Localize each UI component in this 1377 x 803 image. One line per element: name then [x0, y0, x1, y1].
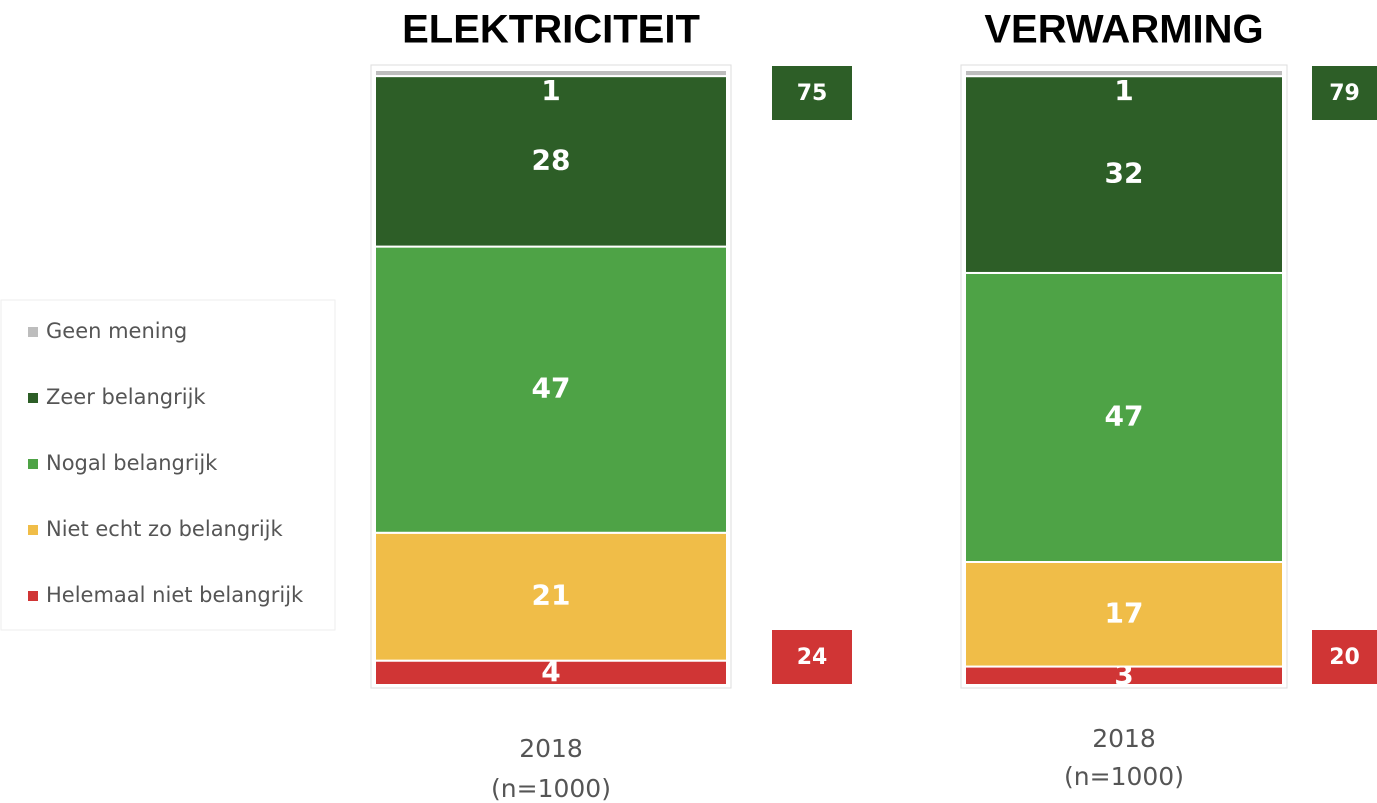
legend-label: Helemaal niet belangrijk — [46, 583, 304, 607]
x-tick-label: 2018 — [519, 734, 583, 763]
bar-segment — [374, 75, 728, 248]
segment-label: 1 — [541, 74, 560, 107]
legend-label: Zeer belangrijk — [46, 385, 206, 409]
segment-label: 47 — [1105, 399, 1144, 432]
total-label: 24 — [797, 645, 828, 670]
total-box — [1312, 630, 1377, 684]
segment-label: 47 — [532, 372, 571, 405]
legend-swatch — [28, 525, 38, 535]
legend-label: Geen mening — [46, 319, 187, 343]
segment-label: 4 — [541, 655, 560, 688]
bar-segment — [964, 75, 1284, 274]
bar-segment — [964, 69, 1284, 78]
total-label: 79 — [1329, 81, 1360, 106]
legend-swatch — [28, 591, 38, 601]
bar-segment — [374, 531, 728, 662]
chart-title: ELEKTRICITEIT — [402, 8, 700, 52]
segment-label: 32 — [1105, 157, 1144, 190]
segment-label: 28 — [532, 143, 571, 176]
bar-segment — [374, 69, 728, 78]
legend-swatch — [28, 459, 38, 469]
x-tick-label: 2018 — [1092, 724, 1156, 753]
x-tick-label: (n=1000) — [1064, 762, 1184, 791]
total-label: 20 — [1329, 645, 1360, 670]
bar-segment — [964, 271, 1284, 563]
total-label: 75 — [797, 81, 828, 106]
total-box — [772, 630, 852, 684]
legend-label: Niet echt zo belangrijk — [46, 517, 283, 541]
bar-segment — [964, 561, 1284, 668]
x-tick-label: (n=1000) — [491, 774, 611, 803]
legend-label: Nogal belangrijk — [46, 451, 218, 475]
segment-label: 21 — [532, 579, 571, 612]
segment-label: 1 — [1114, 74, 1133, 107]
legend-box — [0, 299, 336, 631]
legend-swatch — [28, 393, 38, 403]
chart-title: VERWARMING — [984, 8, 1263, 52]
total-box — [772, 66, 852, 120]
legend-swatch — [28, 327, 38, 337]
total-box — [1312, 66, 1377, 120]
segment-label: 17 — [1105, 596, 1144, 629]
